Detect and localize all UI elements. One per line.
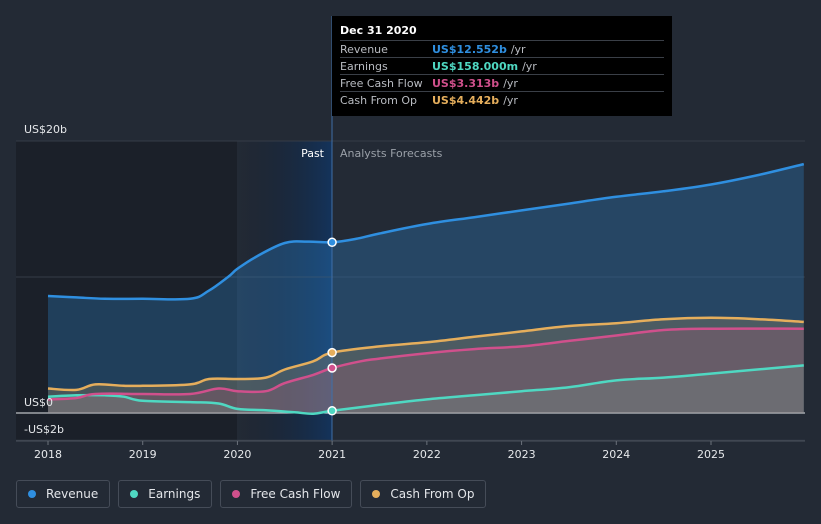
- highlight-point-revenue: [327, 237, 337, 248]
- tooltip-date: Dec 31 2020: [340, 24, 417, 37]
- legend-dot-icon: [130, 490, 139, 498]
- highlight-point-earnings: [327, 406, 337, 416]
- past-region-dark: [16, 141, 237, 441]
- tooltip-label: Revenue: [340, 42, 388, 56]
- x-tick-label: 2023: [508, 448, 536, 461]
- tooltip-label: Cash From Op: [340, 93, 418, 107]
- legend: Revenue Earnings Free Cash Flow Cash Fro…: [16, 480, 487, 508]
- legend-dot-icon: [372, 490, 381, 498]
- legend-item-free-cash-flow[interactable]: Free Cash Flow: [220, 480, 353, 508]
- tooltip-label: Free Cash Flow: [340, 76, 423, 90]
- tooltip-value: US$158.000m: [432, 59, 519, 73]
- series-area-revenue: [48, 164, 804, 413]
- tooltip-value: US$3.313b: [432, 76, 500, 90]
- legend-label: Earnings: [148, 487, 201, 501]
- tooltip-unit: /yr: [503, 93, 518, 107]
- x-tick-label: 2021: [318, 448, 346, 461]
- tooltip-unit: /yr: [510, 42, 526, 56]
- tooltip-row-cash-from-op: Cash From Op US$4.442b /yr: [340, 91, 664, 108]
- legend-label: Revenue: [46, 487, 99, 501]
- tooltip-value: US$4.442b: [432, 93, 500, 107]
- tooltip-value: US$12.552b: [432, 42, 507, 56]
- y-tick-label: US$20b: [24, 123, 67, 136]
- past-label: Past: [301, 147, 325, 160]
- series-line-cash-from-op: [47, 316, 804, 392]
- y-tick-label: -US$2b: [24, 423, 64, 436]
- tooltip-row-earnings: Earnings US$158.000m /yr: [340, 57, 664, 74]
- forecast-label: Analysts Forecasts: [340, 147, 443, 160]
- highlight-point-cash-from-op: [327, 347, 337, 358]
- tooltip-row-revenue: Revenue US$12.552b /yr: [340, 40, 664, 57]
- tooltip: Dec 31 2020 Revenue US$12.552b /yr Earni…: [332, 16, 672, 116]
- tooltip-unit: /yr: [522, 59, 537, 73]
- x-tick-label: 2018: [34, 448, 62, 461]
- x-tick-label: 2019: [129, 448, 157, 461]
- series-area-earnings: [48, 365, 804, 414]
- y-tick-label: US$0: [24, 396, 53, 409]
- x-tick-label: 2024: [602, 448, 630, 461]
- highlight-point-free-cash-flow: [327, 363, 337, 373]
- legend-label: Cash From Op: [390, 487, 475, 501]
- series-line-earnings: [47, 364, 804, 415]
- x-tick-label: 2025: [697, 448, 725, 461]
- legend-label: Free Cash Flow: [250, 487, 341, 501]
- chart-area: Past Analysts Forecasts US$20b US$0 -US$2b…: [16, 16, 805, 461]
- legend-item-cash-from-op[interactable]: Cash From Op: [360, 480, 487, 508]
- legend-item-revenue[interactable]: Revenue: [16, 480, 111, 508]
- x-tick-label: 2020: [223, 448, 251, 461]
- series-area-cash-from-op: [48, 317, 804, 413]
- legend-dot-icon: [232, 490, 241, 498]
- legend-item-earnings[interactable]: Earnings: [118, 480, 213, 508]
- tooltip-row-free-cash-flow: Free Cash Flow US$3.313b /yr: [340, 74, 664, 91]
- legend-dot-icon: [28, 490, 36, 498]
- tooltip-unit: /yr: [503, 76, 518, 90]
- tooltip-label: Earnings: [340, 59, 388, 73]
- x-tick-label: 2022: [413, 448, 441, 461]
